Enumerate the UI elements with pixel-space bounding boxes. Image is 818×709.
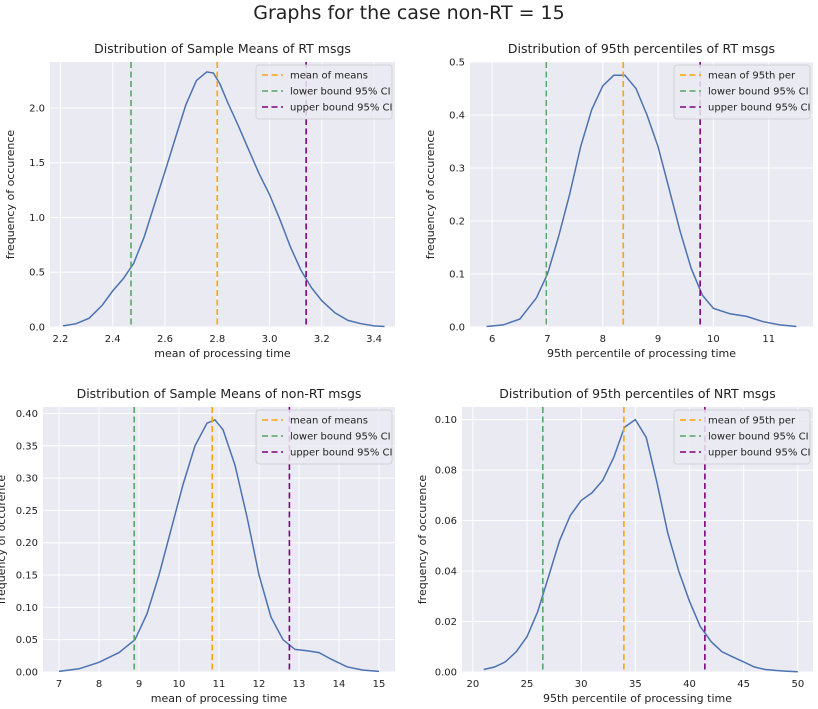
legend-label: mean of 95th per (708, 416, 796, 427)
legend-box (255, 64, 393, 120)
chart-title: Distribution of Sample Means of non-RT m… (77, 386, 362, 401)
y-tick-label: 0.08 (435, 466, 457, 477)
x-tick-label: 45 (737, 679, 750, 690)
x-tick-label: 7 (56, 679, 62, 690)
legend-label: mean of 95th per (708, 71, 796, 82)
legend-label: lower bound 95% CI (708, 87, 809, 98)
x-tick-label: 9 (655, 334, 661, 345)
y-tick-label: 0.05 (16, 635, 38, 646)
x-axis-label: mean of processing time (151, 692, 288, 705)
y-tick-label: 0.00 (435, 668, 457, 679)
y-tick-label: 0.3 (449, 164, 465, 175)
kde-line (62, 71, 385, 328)
figure-title: Graphs for the case non-RT = 15 (253, 2, 565, 24)
y-tick-label: 0.30 (16, 474, 38, 485)
chart-title: Distribution of 95th percentiles of NRT … (499, 386, 776, 401)
y-tick-label: 0.2 (449, 217, 465, 228)
x-tick-label: 15 (373, 679, 386, 690)
x-tick-label: 2.4 (105, 334, 121, 345)
chart-title: Distribution of 95th percentiles of RT m… (508, 41, 775, 56)
y-axis-label: frequency of occurence (424, 130, 437, 260)
x-tick-label: 3.4 (366, 334, 382, 345)
y-tick-label: 0.25 (16, 506, 38, 517)
kde-line (486, 74, 797, 328)
y-tick-label: 0.1 (449, 270, 465, 281)
x-tick-label: 8 (600, 334, 606, 345)
x-tick-label: 40 (683, 679, 696, 690)
legend-label: mean of means (290, 416, 368, 427)
legend-label: upper bound 95% CI (708, 448, 810, 459)
y-axis-label: frequency of occurence (4, 130, 17, 260)
x-tick-label: 2.6 (157, 334, 173, 345)
y-tick-label: 0.5 (449, 58, 465, 69)
chart-nonrt-means: 7 8 9 10 11 12 13 14 15 0.00 0.05 0.10 0.15 0.20 0.25 0… (0, 386, 395, 705)
y-axis-label: frequency of occurence (0, 475, 8, 605)
chart-title: Distribution of Sample Means of RT msgs (94, 41, 351, 56)
x-tick-label: 12 (253, 679, 266, 690)
x-tick-label: 35 (629, 679, 642, 690)
y-tick-label: 0.00 (16, 668, 38, 679)
legend-box (255, 409, 393, 465)
y-tick-label: 1.0 (29, 213, 45, 224)
y-tick-label: 0.15 (16, 571, 38, 582)
y-tick-label: 0.20 (16, 538, 38, 549)
chart-nrt-95th: 20 25 30 35 40 45 50 0.00 0.02 0.04 0.06 0.08 0.10 Di… (416, 386, 813, 705)
y-axis-label: frequency of occurence (416, 475, 429, 605)
y-tick-label: 0.06 (435, 516, 457, 527)
x-tick-label: 50 (791, 679, 804, 690)
x-tick-label: 6 (489, 334, 495, 345)
y-tick-label: 0.5 (29, 268, 45, 279)
y-tick-label: 0.10 (435, 415, 457, 426)
y-tick-label: 0.04 (435, 567, 457, 578)
kde-line (483, 418, 798, 673)
legend-label: upper bound 95% CI (708, 103, 810, 114)
x-tick-label: 3.0 (262, 334, 278, 345)
x-tick-label: 11 (213, 679, 226, 690)
chart-rt-means: 2.2 2.4 2.6 2.8 3.0 3.2 3.4 0.0 0.5 1.0 1.5 2.0 Dist… (4, 41, 395, 360)
legend-label: lower bound 95% CI (290, 87, 391, 98)
chart-rt-95th: 6 7 8 9 10 11 0.0 0.1 0.2 0.3 0.4 0.5 Distribution o… (424, 41, 813, 360)
x-tick-label: 2.8 (209, 334, 225, 345)
legend-box (673, 409, 811, 465)
legend-label: lower bound 95% CI (708, 432, 809, 443)
y-tick-label: 1.5 (29, 158, 45, 169)
x-tick-label: 2.2 (53, 334, 69, 345)
x-axis-label: 95th percentile of processing time (547, 347, 736, 360)
x-tick-label: 10 (173, 679, 186, 690)
legend-label: mean of means (290, 71, 368, 82)
x-tick-label: 9 (136, 679, 142, 690)
y-tick-label: 0.0 (29, 323, 45, 334)
x-tick-label: 3.2 (314, 334, 330, 345)
y-tick-label: 0.40 (16, 409, 38, 420)
y-tick-label: 0.0 (449, 323, 465, 334)
y-tick-label: 0.4 (449, 111, 465, 122)
legend-label: lower bound 95% CI (290, 432, 391, 443)
legend-label: upper bound 95% CI (290, 448, 392, 459)
x-tick-label: 25 (521, 679, 534, 690)
legend-label: upper bound 95% CI (290, 103, 392, 114)
x-tick-label: 20 (466, 679, 479, 690)
y-tick-label: 0.02 (435, 617, 457, 628)
x-tick-label: 13 (293, 679, 306, 690)
x-tick-label: 7 (544, 334, 550, 345)
y-tick-label: 0.35 (16, 441, 38, 452)
x-tick-label: 10 (707, 334, 720, 345)
y-tick-label: 2.0 (29, 103, 45, 114)
x-axis-label: 95th percentile of processing time (543, 692, 732, 705)
x-tick-label: 14 (333, 679, 346, 690)
y-tick-label: 0.10 (16, 603, 38, 614)
x-tick-label: 8 (96, 679, 102, 690)
x-tick-label: 11 (762, 334, 775, 345)
x-axis-label: mean of processing time (154, 347, 291, 360)
legend-box (673, 64, 811, 120)
x-tick-label: 30 (575, 679, 588, 690)
